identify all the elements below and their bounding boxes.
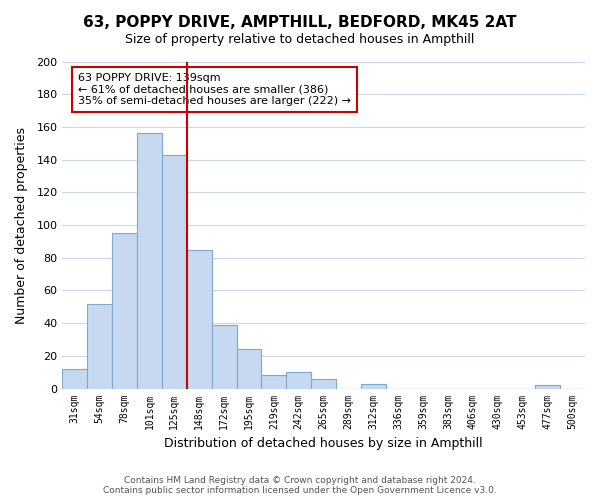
Bar	[112, 233, 137, 388]
Text: Contains HM Land Registry data © Crown copyright and database right 2024.
Contai: Contains HM Land Registry data © Crown c…	[103, 476, 497, 495]
Bar	[212, 325, 236, 388]
Bar	[286, 372, 311, 388]
Bar	[62, 369, 87, 388]
Bar	[535, 386, 560, 388]
Text: Size of property relative to detached houses in Ampthill: Size of property relative to detached ho…	[125, 32, 475, 46]
Text: 63, POPPY DRIVE, AMPTHILL, BEDFORD, MK45 2AT: 63, POPPY DRIVE, AMPTHILL, BEDFORD, MK45…	[83, 15, 517, 30]
X-axis label: Distribution of detached houses by size in Ampthill: Distribution of detached houses by size …	[164, 437, 483, 450]
Bar	[361, 384, 386, 388]
Bar	[87, 304, 112, 388]
Bar	[187, 250, 212, 388]
Bar	[262, 376, 286, 388]
Bar	[137, 134, 162, 388]
Bar	[162, 154, 187, 388]
Y-axis label: Number of detached properties: Number of detached properties	[15, 126, 28, 324]
Bar	[311, 378, 336, 388]
Bar	[236, 350, 262, 389]
Text: 63 POPPY DRIVE: 139sqm
← 61% of detached houses are smaller (386)
35% of semi-de: 63 POPPY DRIVE: 139sqm ← 61% of detached…	[78, 73, 351, 106]
